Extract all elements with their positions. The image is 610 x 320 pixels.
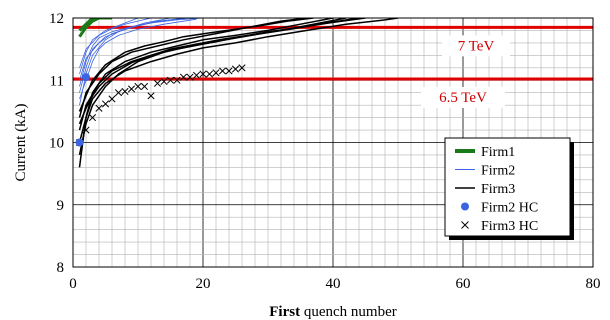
cross-stroke [238,64,246,72]
firm3-hc-marker [179,73,188,81]
cross-stroke [199,70,207,78]
cross-stroke [108,95,116,103]
firm3-hc-marker [212,69,220,77]
y-tick-label: 11 [50,73,64,89]
cross-stroke [231,65,240,73]
series-line-firm1 [78,18,112,38]
firm3-hc-marker [186,73,194,81]
cross-stroke [173,76,181,84]
firm3-hc-marker [238,64,246,72]
series-line-firm1 [78,18,99,32]
markers-group [75,64,246,147]
cross-stroke [153,79,162,87]
firm3-hc-marker [153,79,162,87]
x-tick-label: 80 [586,276,601,292]
firm3-hc-marker [101,100,110,108]
legend-label: Firm2 HC [481,201,538,216]
legend-label: Firm3 [481,182,515,197]
cross-stroke [101,100,110,108]
y-tick-label: 8 [57,260,65,276]
y-tick-label: 9 [57,198,65,214]
firm3-hc-marker [121,87,129,96]
series-line-firm3 [78,18,399,143]
firm3-hc-marker [114,89,123,97]
cross-stroke [225,67,233,75]
reference-lines [73,25,593,81]
cross-stroke [95,104,103,112]
firm3-hc-marker [199,70,207,78]
firm3-hc-marker [166,76,175,84]
cross-stroke [166,76,175,84]
cross-stroke [147,92,155,100]
firm3-hc-marker [160,77,168,86]
series-line-firm3 [78,18,360,125]
cross-stroke [134,82,142,91]
x-tick-label: 40 [326,276,341,292]
x-axis-title-bold: First [269,304,300,320]
firm3-hc-marker [88,114,97,122]
firm3-hc-marker [127,85,136,93]
series-line-firm2 [79,18,152,68]
legend: Firm1 Firm2 Firm3 Firm2 HC Firm3 HC [444,137,574,240]
legend-label: Firm2 [481,164,515,179]
firm2-hc-marker [75,138,84,147]
cross-stroke [127,85,136,93]
x-axis-title-rest: quench number [300,304,397,320]
firm3-hc-marker [134,82,142,91]
cross-stroke [186,73,194,81]
legend-label: Firm3 HC [481,219,538,234]
cross-stroke [218,67,227,75]
ticks: 0 20 40 60 80 8 9 10 11 12 [49,11,601,292]
firm2-hc-marker [82,73,90,82]
firm3-hc-marker [218,67,227,75]
firm3-hc-marker [108,95,116,103]
firm3-hc-marker [95,104,103,112]
legend-swatch-dot [461,202,469,211]
plot-frame [72,17,594,268]
firm3-hc-marker [173,76,181,84]
series-group [78,18,399,168]
reference-labels: 7 TeV 6.5 TeV [421,35,510,109]
series-line-firm2 [79,18,191,106]
firm3-hc-marker [82,126,90,134]
y-tick-label: 10 [49,136,64,152]
y-axis-title: Current (kA) [13,104,29,182]
x-axis-title: First quench number [269,304,396,320]
cross-stroke [82,126,90,134]
firm3-hc-marker [140,82,149,91]
cross-stroke [212,69,220,77]
cross-stroke [160,77,168,86]
reference-label: 7 TeV [458,38,495,54]
series-line-firm3 [78,18,314,112]
cross-stroke [88,114,97,122]
cross-stroke [192,71,201,79]
reference-label-box [421,87,505,109]
y-tick-label: 12 [49,11,64,27]
x-tick-label: 60 [456,276,471,292]
series-line-firm3 [78,18,308,118]
cross-stroke [179,73,188,81]
firm3-hc-marker [192,71,201,79]
firm3-hc-marker [205,70,214,78]
x-tick-label: 0 [69,276,77,292]
reference-label-box [442,35,510,57]
cross-stroke [121,87,129,96]
x-tick-label: 20 [196,276,211,292]
cross-stroke [114,89,123,97]
series-line-firm2 [79,18,139,75]
firm3-hc-marker [231,65,240,73]
cross-stroke [205,70,214,78]
series-line-firm2 [79,18,184,87]
cross-stroke [140,82,149,91]
legend-box [444,137,571,237]
legend-label: Firm1 [481,145,515,160]
series-line-firm2 [79,18,171,93]
firm3-hc-marker [225,67,233,75]
reference-label: 6.5 TeV [439,90,487,106]
legend-swatch-cross [461,221,469,229]
firm3-hc-marker [147,92,155,100]
